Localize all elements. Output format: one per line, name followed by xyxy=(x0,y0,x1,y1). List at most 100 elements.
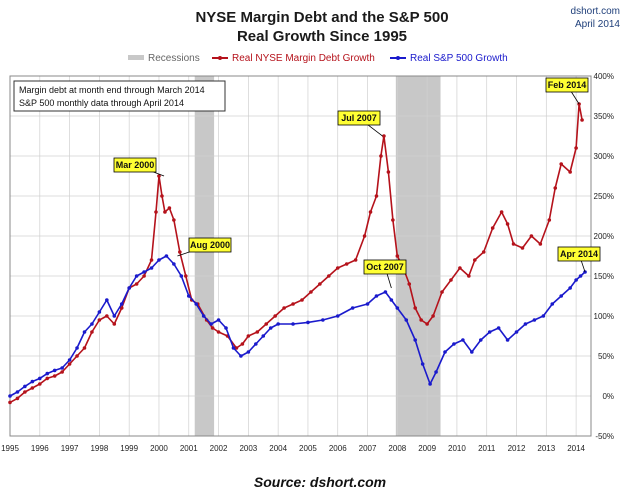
y-tick-label: 300% xyxy=(594,152,614,161)
point-sp500 xyxy=(335,314,340,318)
legend-recessions: Recessions xyxy=(148,53,200,64)
point-margin-debt xyxy=(210,326,215,330)
point-sp500 xyxy=(119,302,124,306)
point-margin-debt xyxy=(440,290,444,294)
point-sp500 xyxy=(470,350,474,354)
annotation-label: Oct 2007 xyxy=(366,262,404,272)
point-margin-debt xyxy=(374,194,379,198)
point-margin-debt xyxy=(52,374,57,378)
point-margin-debt xyxy=(382,134,386,138)
point-margin-debt xyxy=(353,258,358,262)
point-sp500 xyxy=(231,346,236,350)
x-tick-label: 1997 xyxy=(61,444,79,453)
x-tick-label: 2008 xyxy=(388,444,406,453)
series xyxy=(8,102,587,405)
point-margin-debt xyxy=(379,154,383,158)
point-sp500 xyxy=(30,379,35,384)
annotation-aug-2000: Aug 2000 xyxy=(177,237,232,257)
point-margin-debt xyxy=(467,274,471,278)
series-line-sp500 xyxy=(9,255,586,397)
annotation-label: Feb 2014 xyxy=(548,80,587,90)
point-margin-debt xyxy=(240,342,245,346)
point-sp500 xyxy=(37,376,42,381)
point-sp500 xyxy=(514,330,519,334)
point-margin-debt xyxy=(273,314,277,318)
point-margin-debt xyxy=(574,146,578,150)
annotation-label: Jul 2007 xyxy=(341,113,377,123)
x-tick-label: 2005 xyxy=(299,444,317,453)
point-margin-debt xyxy=(234,346,239,350)
point-sp500 xyxy=(578,274,583,278)
point-sp500 xyxy=(186,294,191,298)
point-margin-debt xyxy=(395,254,400,258)
legend-sp500: Real S&P 500 Growth xyxy=(410,53,508,64)
annotation-apr-2014: Apr 2014 xyxy=(557,246,601,273)
y-tick-label: 0% xyxy=(602,392,614,401)
point-sp500 xyxy=(224,326,228,330)
point-margin-debt xyxy=(119,306,124,310)
y-tick-label: 350% xyxy=(594,112,614,121)
point-sp500 xyxy=(374,294,379,298)
brand-date: April 2014 xyxy=(575,19,620,30)
legend-sp500-dot xyxy=(396,56,400,60)
point-margin-debt xyxy=(60,370,64,374)
point-sp500 xyxy=(209,322,213,326)
brand-site: dshort.com xyxy=(571,6,620,17)
point-margin-debt xyxy=(391,218,395,222)
annotation-oct-2007: Oct 2007 xyxy=(363,259,407,289)
point-margin-debt xyxy=(163,210,167,214)
point-margin-debt xyxy=(362,234,367,238)
point-sp500 xyxy=(321,318,325,322)
point-sp500 xyxy=(23,384,27,389)
point-margin-debt xyxy=(67,362,72,366)
point-sp500 xyxy=(478,338,483,342)
point-sp500 xyxy=(82,330,87,334)
annotation-box xyxy=(113,157,157,173)
point-sp500 xyxy=(395,306,400,310)
recession-band-2 xyxy=(395,76,441,436)
point-margin-debt xyxy=(134,282,139,286)
annotation-box xyxy=(545,77,589,93)
y-tick-label: 50% xyxy=(598,352,614,361)
point-margin-debt xyxy=(178,250,182,254)
y-tick-label: 150% xyxy=(594,272,614,281)
point-sp500 xyxy=(164,254,169,258)
point-margin-debt xyxy=(154,210,158,214)
annotation-label: Aug 2000 xyxy=(190,240,230,250)
x-tick-label: 2010 xyxy=(448,444,466,453)
point-sp500 xyxy=(90,322,94,326)
point-sp500 xyxy=(142,270,146,274)
point-margin-debt xyxy=(547,218,552,222)
x-tick-label: 1996 xyxy=(31,444,49,453)
point-margin-debt xyxy=(431,314,435,318)
x-tick-label: 1995 xyxy=(1,444,19,453)
point-margin-debt xyxy=(37,382,42,386)
annotation-mar-2000: Mar 2000 xyxy=(113,157,165,177)
point-margin-debt xyxy=(505,222,510,226)
point-sp500 xyxy=(568,286,572,290)
point-margin-debt xyxy=(449,278,453,282)
point-margin-debt xyxy=(499,210,504,214)
point-margin-debt xyxy=(142,274,146,278)
annotation-box xyxy=(557,246,601,262)
point-margin-debt xyxy=(264,322,269,326)
x-tick-label: 1998 xyxy=(90,444,108,453)
point-margin-debt xyxy=(216,330,221,334)
point-margin-debt xyxy=(15,396,20,401)
point-sp500 xyxy=(505,338,510,342)
point-sp500 xyxy=(383,290,388,294)
point-sp500 xyxy=(105,298,109,302)
series-margin-debt xyxy=(8,102,584,405)
point-sp500 xyxy=(452,342,456,346)
point-sp500 xyxy=(365,302,370,306)
point-margin-debt xyxy=(419,318,423,322)
point-sp500 xyxy=(428,382,432,386)
x-tick-label: 2004 xyxy=(269,444,287,453)
point-sp500 xyxy=(97,310,102,314)
point-sp500 xyxy=(75,346,79,350)
point-margin-debt xyxy=(282,306,286,310)
legend: Recessions Real NYSE Margin Debt Growth … xyxy=(128,53,508,64)
point-sp500 xyxy=(434,370,438,374)
annotation-feb-2014: Feb 2014 xyxy=(545,77,589,105)
